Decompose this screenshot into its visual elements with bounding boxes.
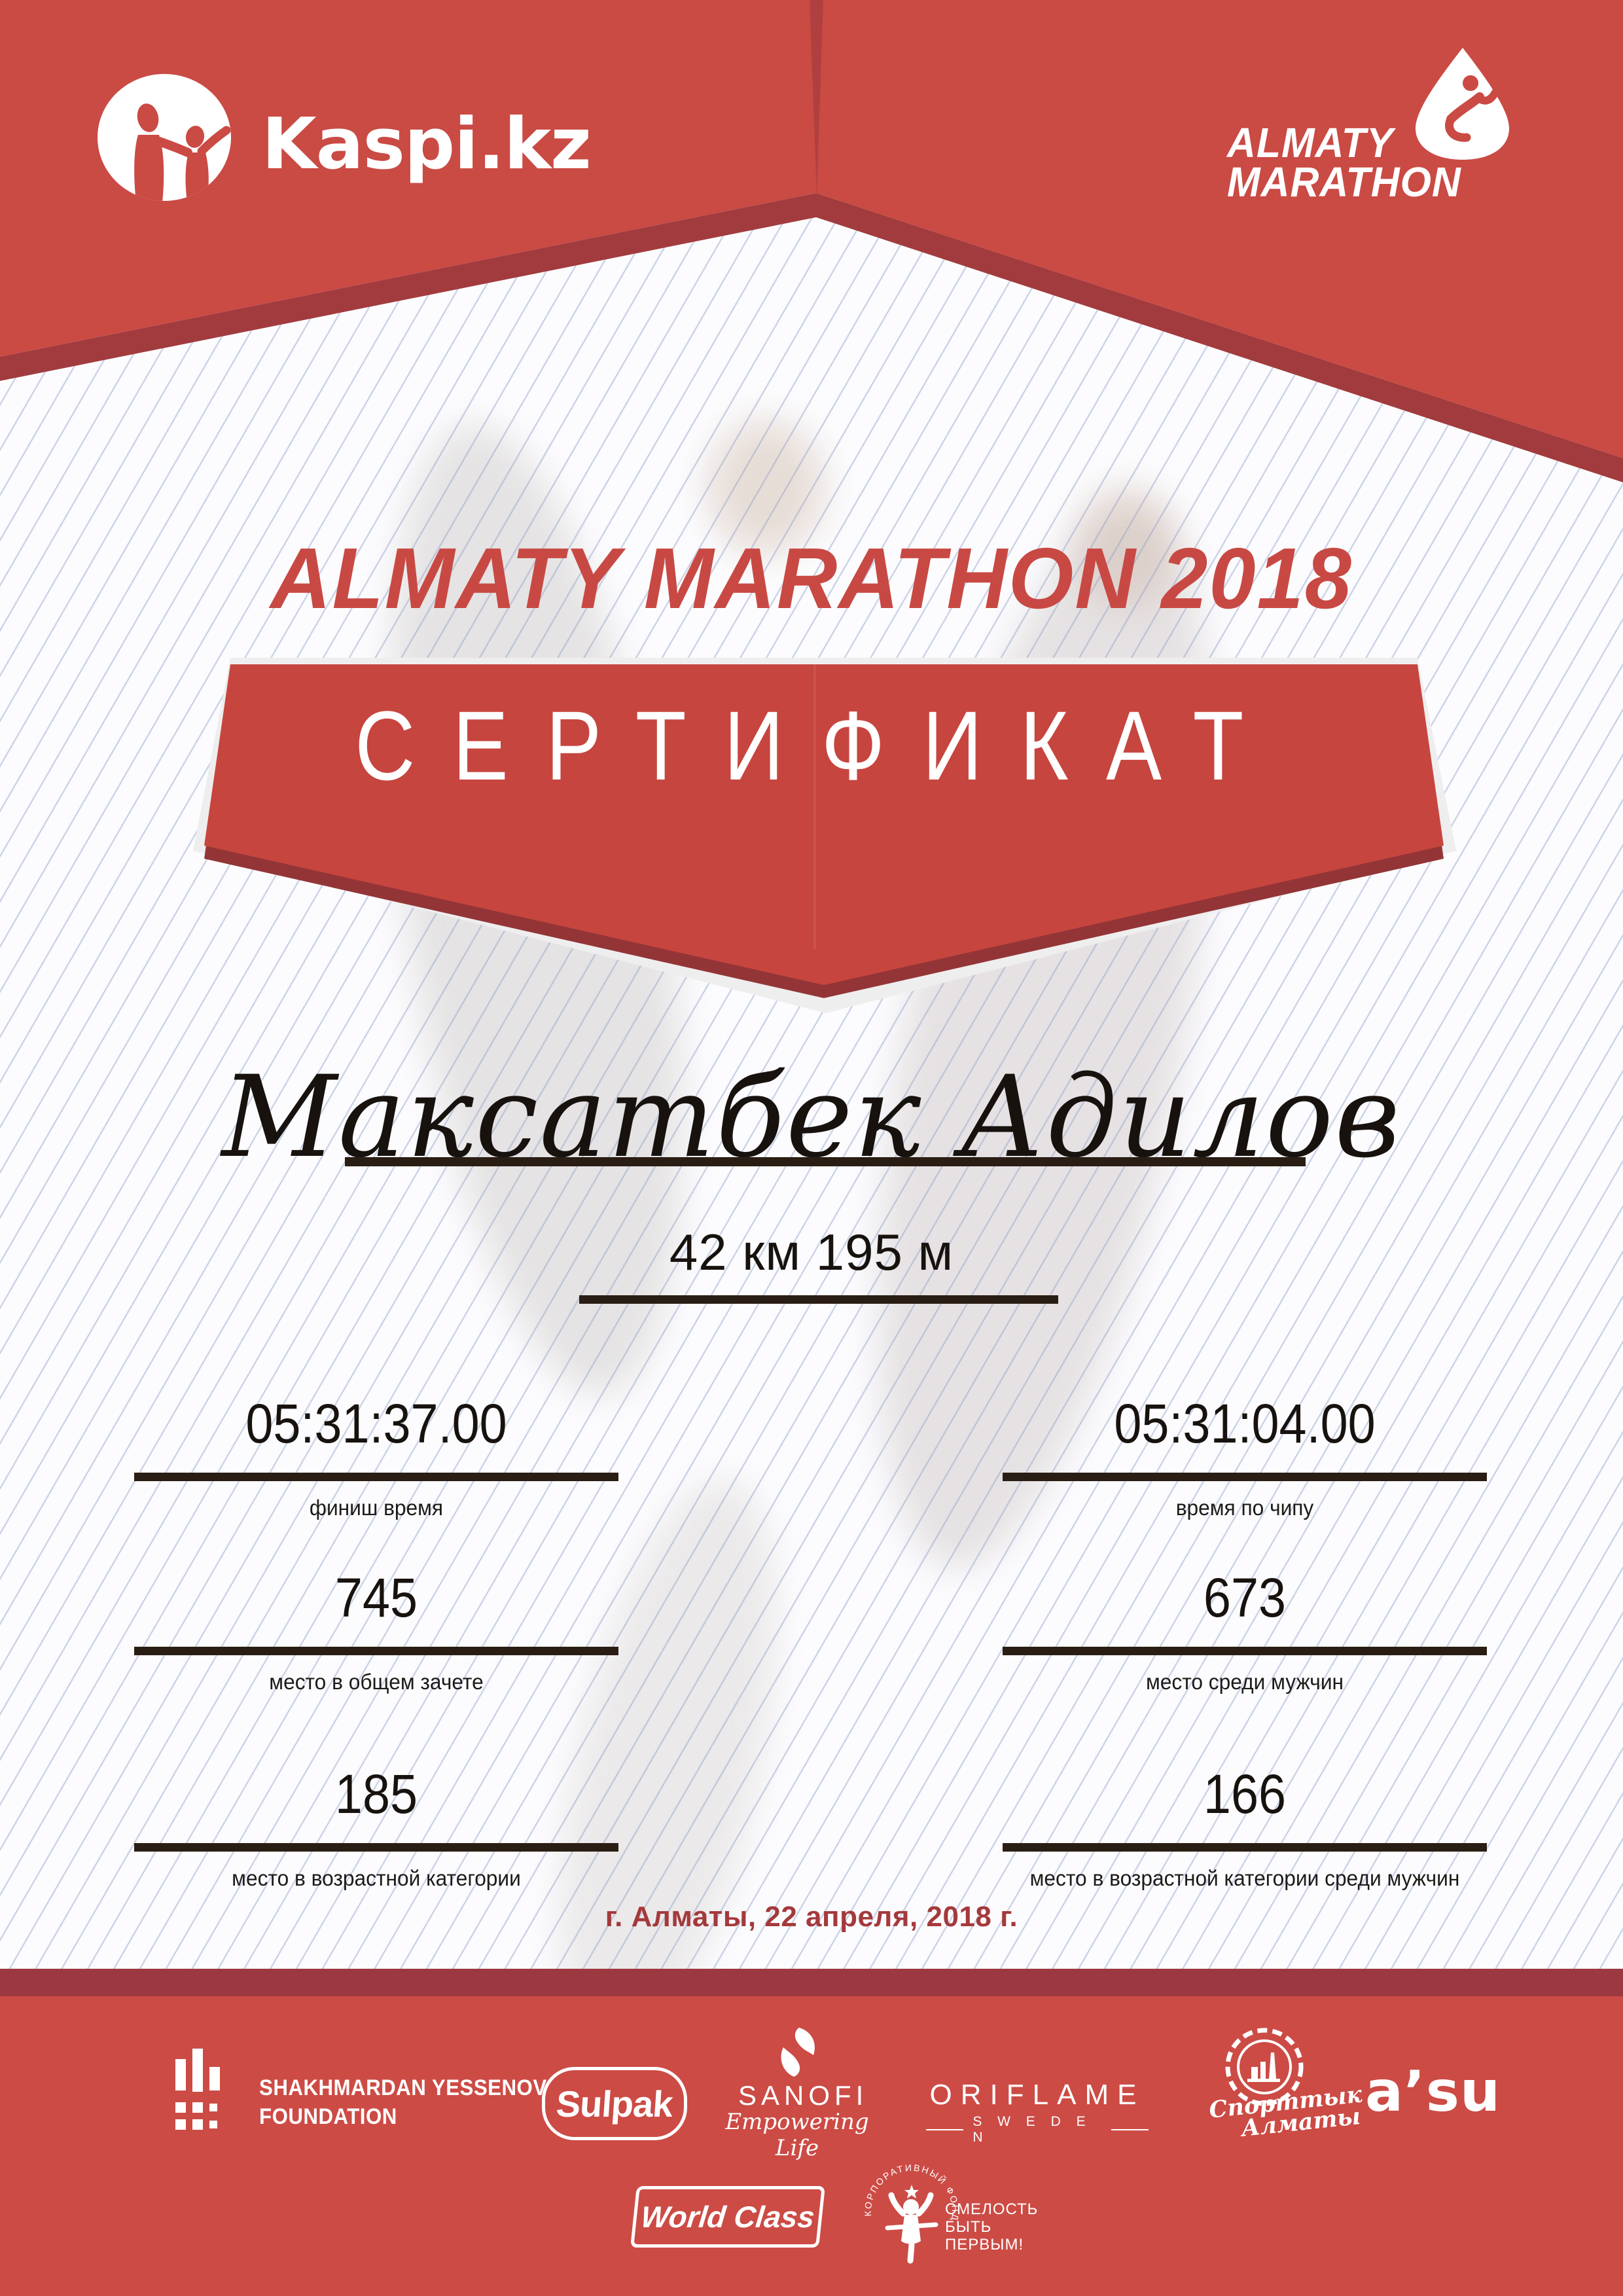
sulpak-label: Sulpak bbox=[554, 2083, 675, 2125]
stat-value: 745 bbox=[334, 1567, 418, 1628]
fund-slogan: СМЕЛОСТЬ БЫТЬ ПЕРВЫМ! bbox=[945, 2200, 1038, 2253]
stat-value: 673 bbox=[1203, 1567, 1287, 1628]
stat-label: место среди мужчин bbox=[1145, 1670, 1344, 1694]
stat-divider bbox=[1003, 1843, 1487, 1852]
stat-value: 05:31:37.00 bbox=[245, 1393, 507, 1454]
yessenov-foundation-icon bbox=[175, 2049, 223, 2131]
sporttyk-skyline bbox=[1247, 2053, 1280, 2082]
badge-main-shape bbox=[204, 664, 1444, 985]
almaty-marathon-wordmark-line1: ALMATY bbox=[1227, 119, 1394, 166]
photo-blob-right-head bbox=[1073, 484, 1178, 609]
stat-divider bbox=[1003, 1473, 1487, 1481]
kaspi-wordmark: Kaspi.kz bbox=[262, 103, 592, 185]
egg-shape bbox=[1416, 48, 1509, 160]
badge-title: СЕРТИФИКАТ bbox=[355, 691, 1281, 800]
event-title: ALMATY MARATHON 2018 bbox=[270, 530, 1353, 626]
yessenov-foundation-label: SHAKHMARDAN YESSENOV FOUNDATION bbox=[259, 2073, 547, 2131]
stat-age-category-men-place: 166 место в возрастной категории среди м… bbox=[1003, 1766, 1487, 1891]
stat-divider bbox=[134, 1843, 618, 1852]
fund-star bbox=[904, 2185, 919, 2198]
sanofi-swirl-icon bbox=[781, 2028, 815, 2077]
yessenov-icon-square bbox=[209, 2121, 217, 2128]
yessenov-icon-square bbox=[175, 2102, 186, 2113]
oriflame-sweden-row: S W E D E N bbox=[926, 2114, 1149, 2145]
date-line: г. Алматы, 22 апреля, 2018 г. bbox=[605, 1901, 1018, 1933]
almaty-marathon-wordmark: ALMATY MARATHON bbox=[1227, 119, 1461, 206]
stat-label: время по чипу bbox=[1175, 1496, 1314, 1520]
yessenov-icon-square bbox=[192, 2102, 203, 2113]
yessenov-icon-bar bbox=[192, 2049, 203, 2092]
kaspi-logo-icon bbox=[98, 74, 231, 201]
asu-logo: aʼsu bbox=[1365, 2059, 1501, 2125]
banner-main-shape bbox=[0, 0, 1623, 458]
yessenov-icon-square bbox=[192, 2119, 203, 2130]
stat-value: 05:31:04.00 bbox=[1114, 1393, 1376, 1454]
stat-label: место в возрастной категории среди мужчи… bbox=[1029, 1866, 1460, 1890]
footer-sponsors: SHAKHMARDAN YESSENOV FOUNDATION Sulpak S… bbox=[0, 1996, 1623, 2296]
footer-stripe bbox=[0, 1969, 1623, 1996]
photo-blob-left-head bbox=[707, 419, 825, 556]
certificate-badge bbox=[193, 658, 1456, 1013]
distance-value: 42 км 195 м bbox=[669, 1223, 954, 1281]
stat-divider bbox=[1003, 1647, 1487, 1655]
oriflame-rule-left bbox=[926, 2129, 964, 2130]
sporttyk-almaty-emblem-icon bbox=[1225, 2028, 1304, 2106]
world-class-label: World Class bbox=[639, 2200, 817, 2234]
top-banner bbox=[0, 0, 1623, 482]
sanofi-tagline: Empowering Life bbox=[725, 2109, 869, 2161]
fund-runner-figure bbox=[885, 2192, 938, 2264]
yessenov-icon-bar bbox=[209, 2067, 220, 2090]
stat-finish-time: 05:31:37.00 финиш время bbox=[134, 1395, 618, 1520]
yessenov-label-line1: SHAKHMARDAN YESSENOV bbox=[259, 2075, 547, 2100]
stat-label: место в возрастной категории bbox=[232, 1866, 521, 1890]
stat-overall-place: 745 место в общем зачете bbox=[134, 1570, 618, 1695]
yessenov-icon-bar bbox=[175, 2059, 186, 2090]
oriflame-country-label: S W E D E N bbox=[972, 2114, 1092, 2145]
fund-slogan-line3: ПЕРВЫМ! bbox=[945, 2236, 1024, 2253]
kaspi-family-figures bbox=[134, 103, 231, 201]
stat-value: 166 bbox=[1203, 1763, 1287, 1825]
fund-emblem-icon: КОРПОРАТИВНЫЙ ФОНД bbox=[863, 2162, 959, 2264]
stat-divider bbox=[134, 1647, 618, 1655]
stat-chip-time: 05:31:04.00 время по чипу bbox=[1003, 1395, 1487, 1520]
yessenov-icon-square bbox=[209, 2104, 217, 2111]
stat-label: место в общем зачете bbox=[269, 1670, 484, 1694]
yessenov-icon-square bbox=[175, 2119, 186, 2130]
egg-runner-figure bbox=[1445, 75, 1499, 142]
stat-value: 185 bbox=[334, 1763, 418, 1825]
name-underline bbox=[345, 1157, 1306, 1166]
banner-crease-shape bbox=[810, 0, 823, 195]
almaty-marathon-wordmark-line2: MARATHON bbox=[1227, 158, 1461, 206]
stat-label: финиш время bbox=[309, 1496, 444, 1520]
stat-age-category-place: 185 место в возрастной категории bbox=[134, 1766, 618, 1891]
sulpak-logo: Sulpak bbox=[542, 2067, 687, 2140]
sanofi-label: SANOFI bbox=[738, 2080, 868, 2111]
oriflame-rule-right bbox=[1111, 2129, 1149, 2130]
stat-men-place: 673 место среди мужчин bbox=[1003, 1570, 1487, 1695]
stat-divider bbox=[134, 1473, 618, 1481]
distance-underline bbox=[579, 1295, 1058, 1304]
yessenov-label-line2: FOUNDATION bbox=[259, 2104, 397, 2129]
fund-slogan-line2: БЫТЬ bbox=[945, 2218, 992, 2236]
oriflame-label: ORIFLAME bbox=[929, 2079, 1145, 2111]
fund-slogan-line1: СМЕЛОСТЬ bbox=[945, 2200, 1039, 2218]
world-class-logo: World Class bbox=[630, 2186, 825, 2248]
marathon-egg-icon bbox=[1416, 48, 1509, 160]
